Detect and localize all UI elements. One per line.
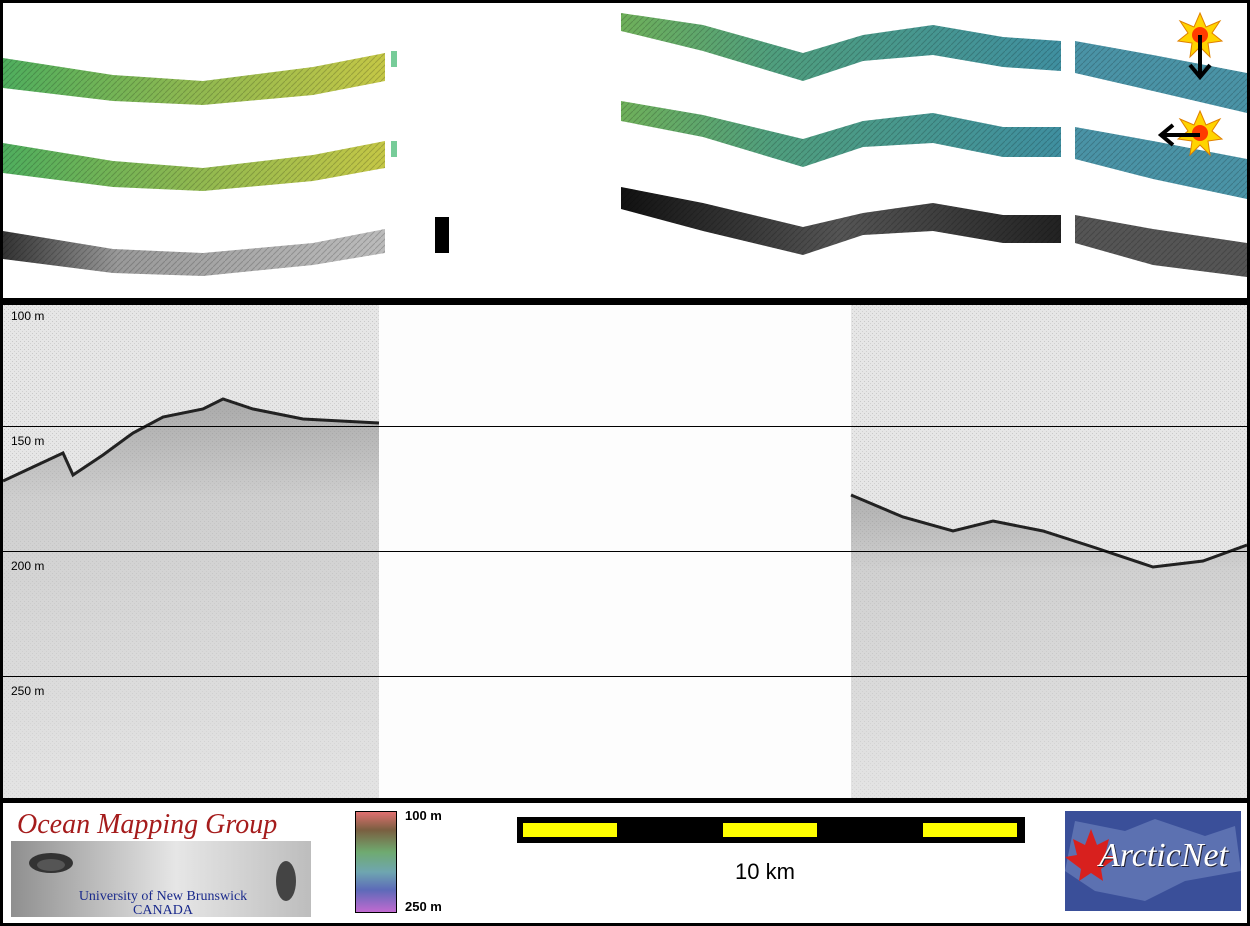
depth-label-250: 250 m [11, 684, 45, 698]
colorbar-top-label: 100 m [405, 808, 442, 823]
omg-country: CANADA [133, 903, 193, 918]
scale-bar-label: 10 km [735, 859, 795, 884]
legend-panel: Ocean Mapping Group University of New Br… [3, 803, 1247, 923]
swath-left-1 [3, 51, 397, 105]
depth-colorbar [355, 811, 397, 913]
omg-title: Ocean Mapping Group [17, 809, 278, 840]
swath-right-backscatter [621, 187, 1247, 277]
arrow-down-icon [1188, 35, 1212, 81]
depth-gridline-250 [3, 676, 1247, 677]
arcticnet-logo: ArcticNet [1065, 811, 1241, 911]
scale-segment [923, 823, 1017, 837]
swath-panel [3, 3, 1247, 298]
scale-segment [523, 823, 617, 837]
swath-right-1 [621, 13, 1247, 113]
scale-bar [517, 817, 1025, 843]
arrow-left-icon [1157, 123, 1200, 147]
depth-gridline-150 [3, 426, 1247, 427]
swath-left-backscatter [3, 217, 449, 276]
swath-strips [3, 11, 1247, 277]
omg-logo-image [11, 841, 311, 917]
swath-left-2 [3, 141, 397, 191]
depth-label-200: 200 m [11, 559, 45, 573]
subbottom-profile-panel: 100 m 150 m 200 m 250 m [3, 305, 1247, 798]
scale-segment [723, 823, 817, 837]
maple-leaf-icon [1065, 829, 1117, 881]
depth-gridline-200 [3, 551, 1247, 552]
depth-label-100: 100 m [11, 309, 45, 323]
omg-university: University of New Brunswick [78, 889, 248, 904]
depth-label-150: 150 m [11, 434, 45, 448]
arcticnet-text: ArcticNet [1099, 837, 1229, 874]
swath-right-2 [621, 101, 1247, 199]
colorbar-bottom-label: 250 m [405, 899, 442, 914]
